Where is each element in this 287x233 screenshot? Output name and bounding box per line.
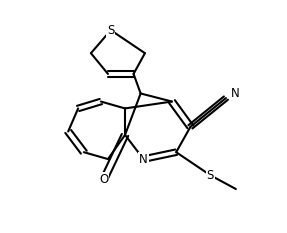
Text: S: S [207,169,214,182]
Text: N: N [139,153,148,166]
Text: N: N [231,87,239,100]
Text: O: O [99,173,108,186]
Text: S: S [107,24,115,37]
